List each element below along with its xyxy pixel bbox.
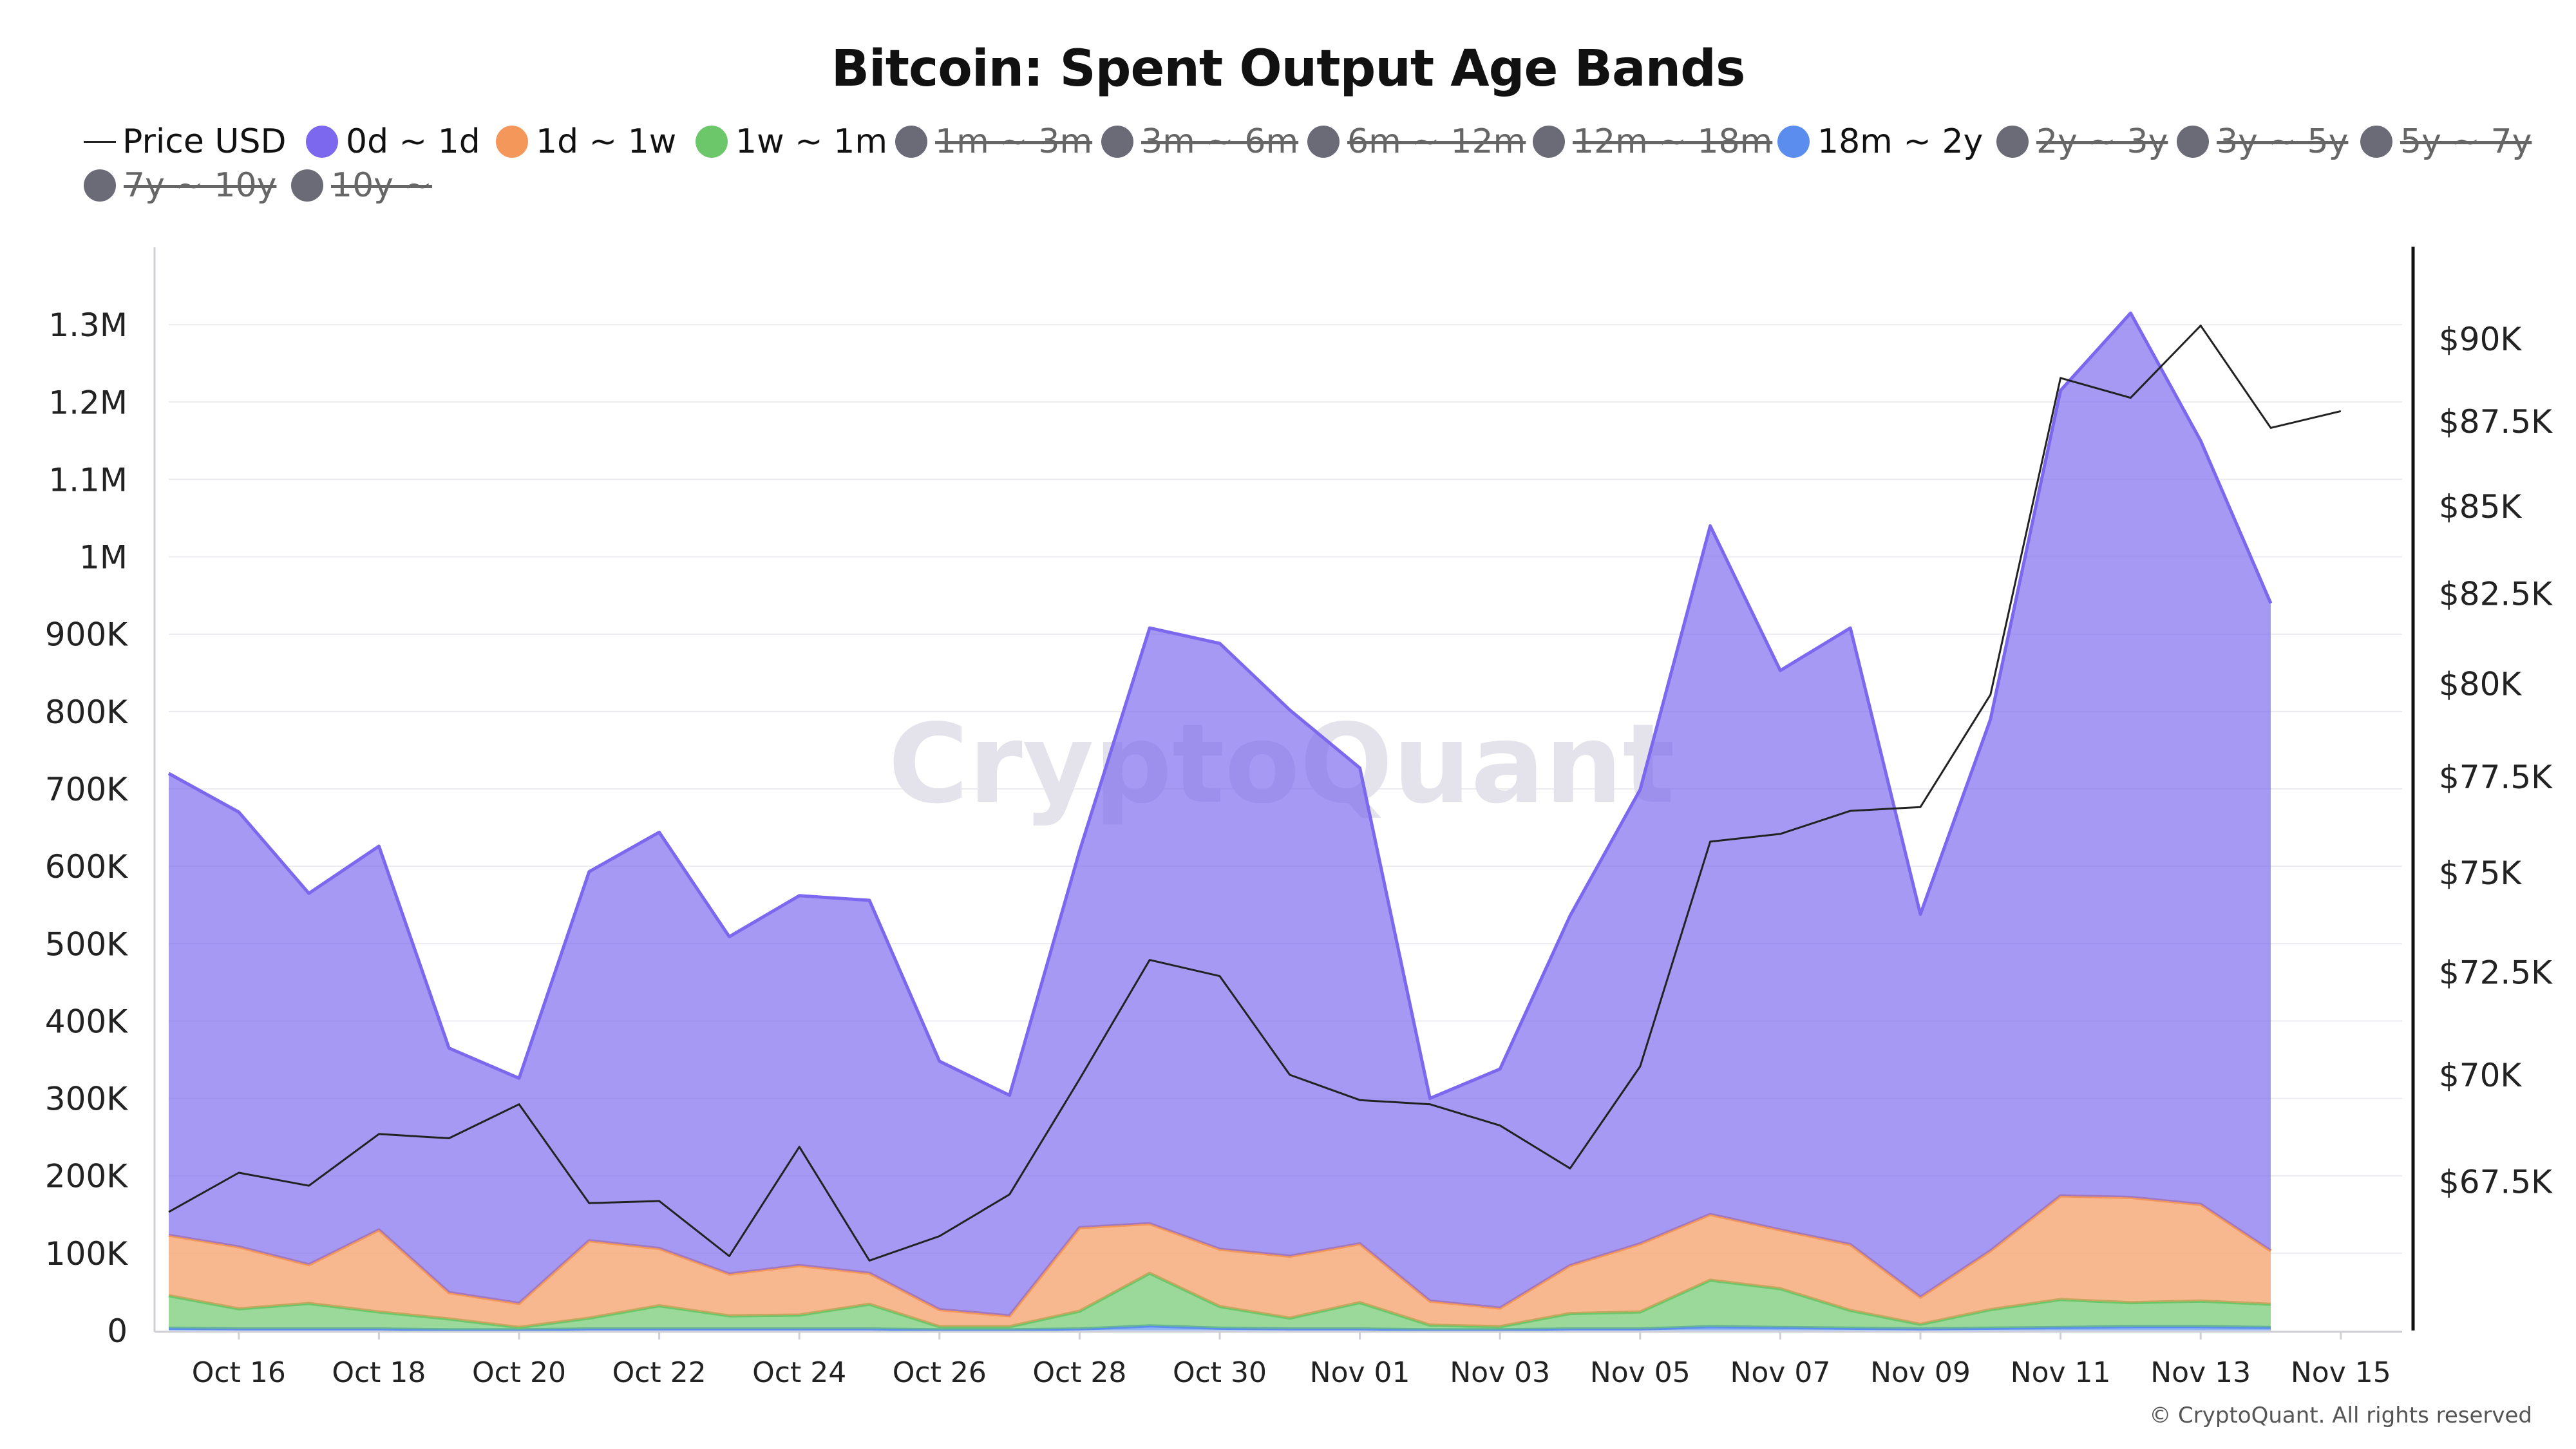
x-tick-label: Nov 03	[1450, 1356, 1550, 1389]
x-tick-label: Oct 28	[1032, 1356, 1126, 1389]
chart-title: Bitcoin: Spent Output Age Bands	[831, 40, 1746, 98]
left-tick-label: 900K	[45, 616, 128, 654]
legend-item-18m-2y[interactable]: 18m ~ 2y	[1777, 122, 1983, 161]
x-tick-label: Nov 09	[1870, 1356, 1971, 1389]
right-tick-label: $77.5K	[2439, 759, 2553, 796]
dot-swatch-icon	[1307, 126, 1340, 158]
x-tick-label: Oct 30	[1173, 1356, 1267, 1389]
right-tick-label: $70K	[2439, 1057, 2522, 1094]
dot-swatch-icon	[496, 126, 528, 158]
x-tick-label: Nov 11	[2011, 1356, 2111, 1389]
legend-label: 1w ~ 1m	[735, 122, 887, 161]
right-tick-label: $90K	[2439, 321, 2522, 358]
x-tick-label: Oct 24	[752, 1356, 846, 1389]
legend-item-2y-3y[interactable]: 2y ~ 3y	[1996, 122, 2168, 161]
x-tick-label: Oct 26	[893, 1356, 987, 1389]
series-line-0d-1d	[167, 311, 2273, 1101]
legend-label: 2y ~ 3y	[2036, 122, 2168, 161]
x-tick-label: Oct 16	[192, 1356, 286, 1389]
dot-swatch-icon	[84, 169, 116, 202]
dot-swatch-icon	[2360, 126, 2392, 158]
left-tick-label: 200K	[45, 1158, 128, 1195]
area-1w-1m	[169, 1273, 2271, 1330]
legend-label: Price USD	[122, 122, 287, 161]
right-tick-label: $67.5K	[2439, 1163, 2553, 1200]
left-tick-label: 0	[107, 1312, 128, 1350]
right-tick-label: $75K	[2439, 855, 2522, 892]
legend-label: 12m ~ 18m	[1573, 122, 1773, 161]
legend-label: 6m ~ 12m	[1347, 122, 1526, 161]
legend-item-10y[interactable]: 10y ~	[291, 166, 432, 205]
legend-item-0d-1d[interactable]: 0d ~ 1d	[306, 122, 480, 161]
left-tick-label: 1.1M	[48, 461, 128, 498]
left-tick-label: 100K	[45, 1235, 128, 1273]
left-tick-label: 1.2M	[48, 384, 128, 421]
dot-swatch-icon	[1777, 126, 1810, 158]
legend-item-3y-5y[interactable]: 3y ~ 5y	[2177, 122, 2348, 161]
x-tick-label: Oct 18	[332, 1356, 426, 1389]
legend-item-1m-3m[interactable]: 1m ~ 3m	[895, 122, 1092, 161]
dot-swatch-icon	[895, 126, 927, 158]
legend-item-12m-18m[interactable]: 12m ~ 18m	[1533, 122, 1772, 161]
x-tick-label: Nov 13	[2150, 1356, 2251, 1389]
left-tick-label: 300K	[45, 1081, 128, 1118]
left-tick-label: 1.3M	[48, 307, 128, 344]
legend-label: 1d ~ 1w	[536, 122, 677, 161]
legend-label: 10y ~	[331, 166, 433, 205]
dot-swatch-icon	[1101, 126, 1133, 158]
right-tick-label: $85K	[2439, 488, 2522, 526]
line-swatch-icon	[84, 140, 116, 143]
dot-swatch-icon	[291, 169, 323, 202]
dot-swatch-icon	[306, 126, 338, 158]
right-tick-label: $72.5K	[2439, 954, 2553, 991]
x-tick-label: Nov 07	[1730, 1356, 1830, 1389]
legend-label: 5y ~ 7y	[2400, 122, 2532, 161]
x-tick-label: Nov 01	[1310, 1356, 1410, 1389]
left-tick-label: 700K	[45, 771, 128, 808]
x-tick-label: Nov 15	[2291, 1356, 2391, 1389]
right-tick-label: $82.5K	[2439, 576, 2553, 613]
left-tick-label: 400K	[45, 1003, 128, 1040]
legend-label: 3m ~ 6m	[1141, 122, 1299, 161]
dot-swatch-icon	[1996, 126, 2029, 158]
x-tick-label: Oct 20	[472, 1356, 566, 1389]
left-tick-label: 600K	[45, 848, 128, 886]
legend-label: 0d ~ 1d	[346, 122, 480, 161]
price-usd-line	[168, 325, 2342, 1262]
legend-item-3m-6m[interactable]: 3m ~ 6m	[1101, 122, 1298, 161]
x-tick-label: Oct 22	[612, 1356, 706, 1389]
legend-label: 3y ~ 5y	[2217, 122, 2349, 161]
legend-label: 1m ~ 3m	[935, 122, 1093, 161]
legend-item-6m-12m[interactable]: 6m ~ 12m	[1307, 122, 1526, 161]
dot-swatch-icon	[696, 126, 728, 158]
left-tick-label: 500K	[45, 925, 128, 963]
x-tick-label: Nov 05	[1590, 1356, 1690, 1389]
legend-label: 7y ~ 10y	[124, 166, 277, 205]
area-1d-1w	[169, 1196, 2271, 1328]
copyright-notice: © CryptoQuant. All rights reserved	[2149, 1403, 2532, 1428]
left-tick-label: 1M	[79, 539, 128, 576]
dot-swatch-icon	[1533, 126, 1565, 158]
right-tick-label: $87.5K	[2439, 403, 2553, 440]
legend-item-price-usd[interactable]: Price USD	[84, 122, 287, 161]
area-0d-1d	[169, 313, 2271, 1316]
left-tick-label: 800K	[45, 694, 128, 731]
dot-swatch-icon	[2177, 126, 2209, 158]
legend-item-7y-10y[interactable]: 7y ~ 10y	[84, 166, 276, 205]
legend-label: 18m ~ 2y	[1817, 122, 1984, 161]
legend-item-1w-1m[interactable]: 1w ~ 1m	[696, 122, 887, 161]
legend-item-1d-1w[interactable]: 1d ~ 1w	[496, 122, 676, 161]
right-tick-label: $80K	[2439, 666, 2522, 703]
legend-item-5y-7y[interactable]: 5y ~ 7y	[2360, 122, 2532, 161]
